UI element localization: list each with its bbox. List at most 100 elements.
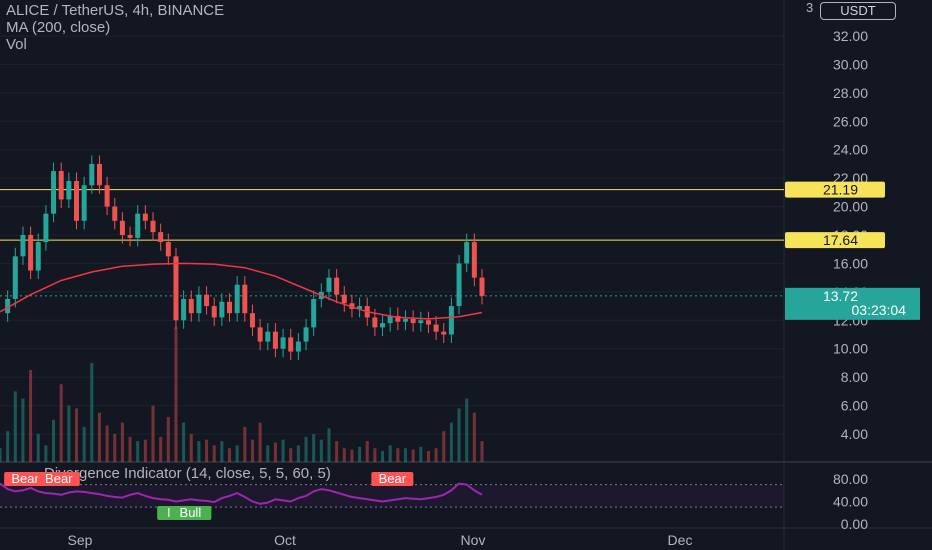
bull-signal-badge [169, 506, 212, 520]
volume-bar [59, 384, 63, 462]
volume-bar [289, 448, 293, 462]
volume-bar [373, 448, 377, 462]
volume-bar [113, 434, 117, 462]
candle-body [456, 263, 462, 307]
bear-signal-badge [37, 472, 80, 486]
volume-bar [0, 448, 2, 462]
volume-bar [13, 391, 17, 462]
volume-bar [472, 412, 476, 462]
volume-bar [228, 448, 232, 462]
volume-bar [266, 445, 270, 462]
volume-bar [105, 425, 109, 462]
volume-bar [396, 448, 400, 462]
bear-signal-label: Bear [45, 471, 73, 486]
candle-body [204, 294, 210, 307]
price-tick-label: 28.00 [833, 85, 868, 101]
volume-bar [52, 419, 56, 462]
candle-body [303, 327, 309, 342]
volume-bar [90, 362, 94, 462]
volume-bar [36, 434, 40, 462]
candle-body [58, 171, 64, 200]
volume-bar [350, 449, 354, 462]
price-tick-label: 24.00 [833, 142, 868, 158]
candle-body [96, 163, 102, 186]
candle-body [127, 235, 133, 238]
price-tick-label: 4.00 [841, 426, 868, 442]
volume-bar [6, 431, 10, 462]
volume-indicator-label[interactable]: Vol [6, 36, 27, 53]
volume-bar [281, 439, 285, 462]
candle-body [142, 213, 148, 221]
rsi-band [0, 484, 784, 508]
candle-body [334, 277, 340, 295]
volume-bar [75, 408, 79, 462]
symbol-title[interactable]: ALICE / TetherUS, 4h, BINANCE [6, 2, 225, 19]
bear-signal-badge [371, 472, 414, 486]
volume-bar [457, 408, 461, 462]
volume-bar [166, 416, 170, 462]
volume-bar [327, 428, 331, 462]
time-tick-label: Sep [68, 532, 93, 548]
candle-body [280, 337, 286, 349]
volume-bar [449, 422, 453, 462]
volume-bar [480, 441, 484, 462]
candle-body [433, 324, 439, 332]
candle-body [89, 163, 95, 186]
last-price-label: 13.72 [823, 288, 858, 304]
volume-bar [335, 441, 339, 462]
volume-bar [465, 398, 469, 462]
price-tick-label: 30.00 [833, 56, 868, 72]
last-price-badge [785, 287, 920, 320]
volume-bar [411, 449, 415, 462]
candle-body [66, 180, 72, 200]
price-tick-label: 20.00 [833, 199, 868, 215]
volume-bar [381, 451, 385, 462]
candle-body [12, 256, 18, 299]
candle-body [51, 171, 57, 214]
candle-body [242, 284, 248, 314]
volume-bar [44, 445, 48, 462]
oscillator-legend: Divergence Indicator (14, close, 5, 5, 6… [44, 465, 331, 482]
volume-bar [235, 445, 239, 462]
candle-body [28, 235, 34, 271]
time-tick-label: Dec [668, 532, 693, 548]
candle-body [326, 277, 332, 292]
volume-bar [442, 431, 446, 462]
candle-body [249, 313, 255, 328]
candle-body [272, 331, 278, 349]
volume-bar [419, 446, 423, 462]
volume-bar [159, 436, 163, 462]
volume-bar [189, 434, 193, 462]
candle-body [43, 213, 49, 243]
hline-price-badge [785, 181, 885, 198]
candle-body [227, 301, 233, 314]
bear-signal-badge [4, 472, 47, 486]
volume-bar [426, 451, 430, 462]
candle-body [418, 320, 424, 324]
ma-indicator-label[interactable]: MA (200, close) [6, 19, 111, 36]
currency-button[interactable]: USDT [820, 2, 896, 20]
volume-bar [82, 426, 86, 462]
volume-bar [29, 370, 33, 462]
candle-body [112, 206, 118, 221]
candle-body [341, 294, 347, 304]
volume-bar [388, 445, 392, 462]
currency-prefix: 3 [806, 0, 814, 15]
candle-body [74, 180, 80, 221]
volume-bar [304, 436, 308, 462]
volume-bar [243, 426, 247, 462]
osc-tick-label: 40.00 [833, 494, 868, 510]
chart-legend: ALICE / TetherUS, 4h, BINANCE MA (200, c… [6, 2, 224, 53]
bear-signal-label: Bear [379, 471, 407, 486]
volume-bar [296, 445, 300, 462]
volume-bar [182, 422, 186, 462]
candle-body [380, 323, 386, 328]
candle-body [387, 316, 393, 324]
price-tick-label: 26.00 [833, 113, 868, 129]
volume-bar [97, 412, 101, 462]
candle-body [265, 331, 271, 342]
candle-body [81, 185, 87, 221]
volume-bar [120, 422, 124, 462]
